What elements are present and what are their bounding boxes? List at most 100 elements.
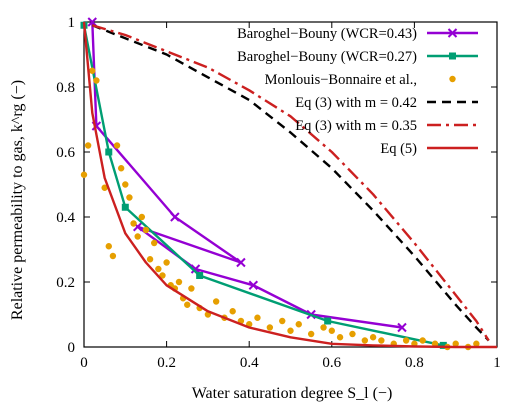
data-point <box>287 327 294 334</box>
series-line <box>82 25 444 347</box>
legend-label: Monlouis−Bonnaire et al., <box>265 72 417 88</box>
data-point <box>254 314 261 321</box>
data-point <box>146 256 154 263</box>
x-marker-stroke <box>132 222 143 232</box>
data-point <box>84 142 92 149</box>
data-point <box>279 317 286 325</box>
data-point <box>184 301 191 308</box>
data-point <box>93 77 100 84</box>
square-marker <box>449 52 456 60</box>
data-point <box>109 252 117 260</box>
legend-label: Eq (3) with m = 0.35 <box>295 118 417 134</box>
x-marker <box>248 280 259 290</box>
data-point <box>101 184 108 191</box>
x-marker-stroke <box>91 121 102 131</box>
data-point <box>188 285 195 292</box>
x-marker <box>87 17 97 27</box>
x-axis-label: Water saturation degree S_l (−) <box>192 385 393 402</box>
x-marker-stroke <box>190 264 201 274</box>
series <box>82 21 497 349</box>
data-point <box>138 213 146 221</box>
data-point <box>105 243 112 250</box>
data-point <box>159 272 166 279</box>
x-marker-stroke <box>248 280 259 290</box>
data-point <box>295 321 302 328</box>
data-point <box>320 324 327 331</box>
y-tick-label: 0.2 <box>56 275 75 291</box>
data-point <box>89 67 96 74</box>
square-marker <box>105 148 113 156</box>
data-point <box>378 337 385 344</box>
data-point <box>369 334 377 341</box>
plot-area <box>83 21 498 348</box>
x-marker-stroke <box>397 322 407 333</box>
y-tick-label: 0 <box>68 340 76 356</box>
data-point <box>163 259 170 266</box>
data-point <box>175 278 183 286</box>
legend-label: Eq (5) <box>380 141 417 157</box>
series-layer <box>80 17 497 351</box>
x-tick-label: 1 <box>493 355 501 371</box>
square-marker <box>439 341 447 349</box>
x-tick-label: 0.2 <box>157 355 176 371</box>
square-marker <box>196 272 204 279</box>
legend-item: Eq (3) with m = 0.42 <box>295 95 478 111</box>
legend-item: Monlouis−Bonnaire et al., <box>265 72 456 88</box>
data-point <box>449 75 456 83</box>
series <box>80 21 447 349</box>
series <box>87 17 407 333</box>
series <box>80 67 480 351</box>
x-tick-label: 0.6 <box>322 355 341 371</box>
legend-item: Eq (3) with m = 0.35 <box>295 118 478 134</box>
data-point <box>431 340 439 347</box>
x-tick-label: 0.4 <box>240 355 259 371</box>
data-point <box>452 340 459 347</box>
legend-label: Baroghel−Bouny (WCR=0.43) <box>237 26 417 42</box>
x-marker <box>236 257 246 268</box>
legend-label: Baroghel−Bouny (WCR=0.27) <box>237 49 417 65</box>
square-marker <box>324 317 332 325</box>
data-point <box>361 337 369 344</box>
x-marker <box>397 322 407 333</box>
legend-label: Eq (3) with m = 0.42 <box>295 95 417 111</box>
data-point <box>419 337 426 344</box>
data-point <box>402 337 410 344</box>
data-point <box>142 226 150 234</box>
square-marker <box>121 203 129 211</box>
data-point <box>130 220 137 227</box>
series <box>91 24 490 342</box>
x-tick-label: 0.8 <box>405 355 424 371</box>
x-axis-ticks: 0 0.2 0.4 0.6 0.8 1 <box>80 22 501 371</box>
x-marker-stroke <box>170 212 180 222</box>
x-marker-stroke <box>447 28 458 38</box>
x-marker <box>190 264 201 274</box>
data-point <box>229 308 236 315</box>
data-point <box>328 327 335 334</box>
x-marker-stroke <box>87 17 97 27</box>
y-tick-label: 0.8 <box>56 80 75 96</box>
data-point <box>473 340 480 347</box>
data-point <box>126 194 133 201</box>
series-line <box>82 21 497 349</box>
legend-item: Baroghel−Bouny (WCR=0.27) <box>237 49 478 65</box>
x-marker-stroke <box>236 257 246 268</box>
data-point <box>151 239 158 247</box>
y-tick-label: 0.4 <box>56 210 75 226</box>
legend-item: Eq (5) <box>380 141 478 157</box>
plot-frame <box>83 21 498 348</box>
y-tick-label: 0.6 <box>56 145 75 161</box>
data-point <box>212 298 220 305</box>
data-point <box>117 165 125 172</box>
data-point <box>122 181 129 188</box>
x-tick-label: 0 <box>80 355 88 371</box>
data-point <box>266 324 274 331</box>
data-point <box>155 265 162 273</box>
legend-item: Baroghel−Bouny (WCR=0.43) <box>237 26 478 42</box>
series-line <box>91 24 490 342</box>
x-marker <box>170 212 180 222</box>
data-point <box>336 334 344 341</box>
data-point <box>134 233 141 240</box>
y-tick-label: 1 <box>68 15 76 31</box>
x-marker <box>447 28 458 38</box>
